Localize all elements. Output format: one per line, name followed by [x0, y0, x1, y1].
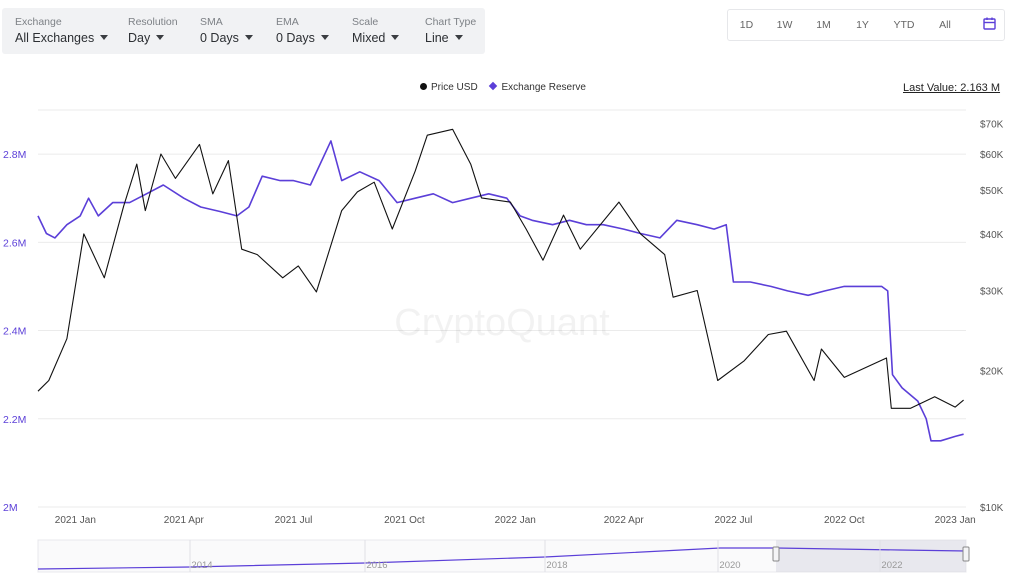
- exchange-reserve-line: [37, 140, 964, 442]
- y-right-tick-label: $70K: [980, 120, 1004, 131]
- resolution-label: Resolution: [128, 16, 178, 28]
- sma-label: SMA: [200, 16, 223, 28]
- scale-value: Mixed: [352, 31, 386, 45]
- y-right-tick-label: $30K: [980, 287, 1004, 298]
- price-usd-line: [37, 128, 964, 409]
- navigator-reserve-line: [37, 547, 967, 570]
- x-tick-label: 2022 Jan: [495, 515, 536, 526]
- exchange-dropdown[interactable]: Exchange All Exchanges: [15, 16, 109, 47]
- ema-label: EMA: [276, 16, 299, 28]
- navigator-selection: [776, 540, 966, 572]
- x-tick-label: 2021 Jul: [275, 515, 313, 526]
- watermark-text: CryptoQuant: [394, 302, 610, 344]
- sma-value: 0 Days: [200, 31, 239, 45]
- navigator-tick-label: 2018: [546, 560, 567, 571]
- legend-dot-icon: [420, 83, 427, 90]
- chart-type-dropdown[interactable]: Chart Type Line: [425, 16, 476, 47]
- y-right-tick-label: $60K: [980, 150, 1004, 161]
- navigator: 2014 2016 2018 2020 2022: [37, 539, 970, 573]
- scale-dropdown[interactable]: Scale Mixed: [352, 16, 400, 47]
- y-right-tick-label: $50K: [980, 186, 1004, 197]
- legend-label-price: Price USD: [431, 82, 478, 93]
- legend-item-price[interactable]: Price USD: [420, 82, 478, 93]
- range-1w-button[interactable]: 1W: [776, 19, 793, 31]
- resolution-dropdown[interactable]: Resolution Day: [128, 16, 178, 47]
- y-left-tick-label: 2.6M: [3, 237, 26, 249]
- y-right-tick-label: $10K: [980, 503, 1004, 514]
- range-1m-button[interactable]: 1M: [816, 19, 831, 31]
- resolution-value: Day: [128, 31, 151, 45]
- exchange-value: All Exchanges: [15, 31, 95, 45]
- calendar-icon: [983, 17, 996, 30]
- range-1y-button[interactable]: 1Y: [856, 19, 869, 31]
- range-selector: 1D 1W 1M 1Y YTD All: [727, 9, 1005, 41]
- x-tick-label: 2021 Jan: [55, 515, 96, 526]
- exchange-label: Exchange: [15, 16, 62, 28]
- calendar-button[interactable]: [976, 9, 1003, 39]
- y-left-tick-label: 2.8M: [3, 149, 26, 161]
- scale-label: Scale: [352, 16, 379, 28]
- chevron-down-icon: [156, 35, 165, 40]
- navigator-left-handle[interactable]: [772, 546, 780, 562]
- range-1d-button[interactable]: 1D: [739, 19, 754, 31]
- navigator-right-handle[interactable]: [962, 546, 970, 562]
- y-left-tick-label: 2.4M: [3, 326, 26, 338]
- last-value-label: Last Value: 2.163 M: [903, 82, 1001, 94]
- x-tick-label: 2021 Apr: [164, 515, 205, 526]
- chart-legend: Price USD Exchange Reserve: [420, 81, 596, 93]
- x-tick-label: 2023 Jan: [935, 515, 976, 526]
- chevron-down-icon: [320, 35, 329, 40]
- x-tick-label: 2021 Oct: [384, 515, 425, 526]
- chart-toolbar: Exchange All Exchanges Resolution Day SM…: [2, 8, 485, 54]
- navigator-tick-label: 2022: [881, 560, 902, 571]
- chevron-down-icon: [100, 35, 109, 40]
- y-right-tick-label: $20K: [980, 366, 1004, 377]
- x-tick-label: 2022 Jul: [714, 515, 752, 526]
- legend-label-reserve: Exchange Reserve: [501, 82, 586, 93]
- legend-item-reserve[interactable]: Exchange Reserve: [489, 81, 586, 93]
- ema-value: 0 Days: [276, 31, 315, 45]
- y-left-tick-label: 2.2M: [3, 414, 26, 426]
- chevron-down-icon: [391, 35, 400, 40]
- range-ytd-button[interactable]: YTD: [893, 19, 915, 31]
- navigator-tick-label: 2014: [191, 560, 212, 571]
- y-right-tick-label: $40K: [980, 230, 1004, 241]
- navigator-tick-label: 2016: [366, 560, 387, 571]
- y-left-tick-label: 2M: [3, 502, 18, 514]
- ema-dropdown[interactable]: EMA 0 Days: [276, 16, 329, 47]
- chart-type-label: Chart Type: [425, 16, 477, 28]
- chart-type-value: Line: [425, 31, 449, 45]
- chevron-down-icon: [244, 35, 253, 40]
- x-tick-label: 2022 Apr: [604, 515, 645, 526]
- sma-dropdown[interactable]: SMA 0 Days: [200, 16, 253, 47]
- chevron-down-icon: [454, 35, 463, 40]
- x-tick-label: 2022 Oct: [824, 515, 865, 526]
- navigator-tick-label: 2020: [719, 560, 740, 571]
- range-all-button[interactable]: All: [939, 19, 951, 31]
